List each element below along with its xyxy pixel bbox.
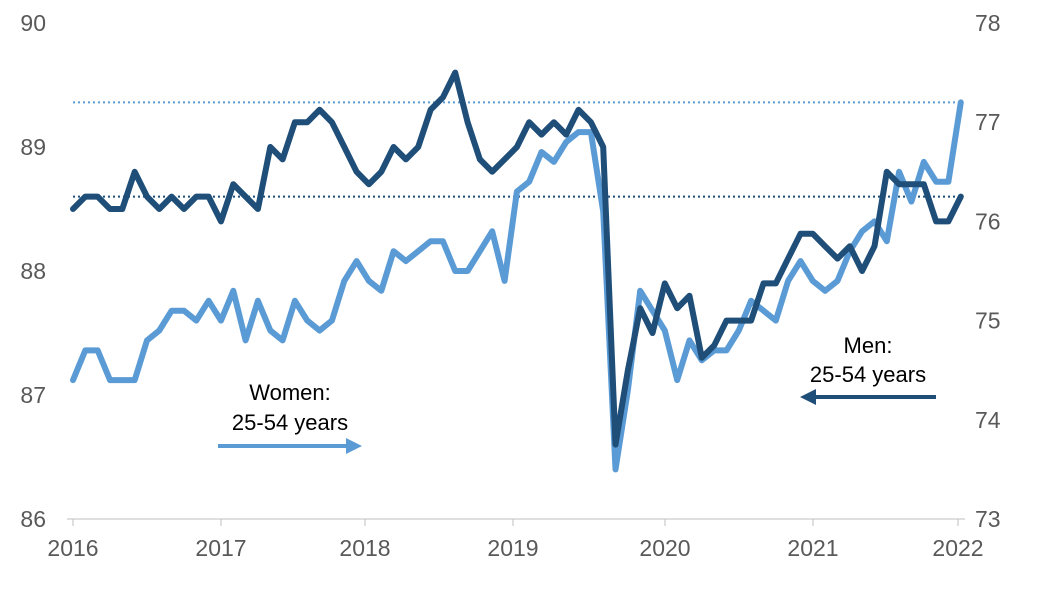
y-right-tick-label: 77 <box>975 109 1001 135</box>
men-annotation-label: 25-54 years <box>810 362 926 387</box>
x-axis: 2016 2017 2018 2019 2020 2021 2022 <box>47 518 984 561</box>
women-series-line <box>70 99 964 473</box>
y-left-tick-label: 90 <box>20 10 46 36</box>
y-left-tick-label: 88 <box>20 258 46 284</box>
women-annotation-label: Women: <box>249 380 331 405</box>
x-tick-label: 2019 <box>487 535 538 561</box>
y-right-tick-label: 78 <box>975 10 1001 36</box>
series-lines <box>70 69 964 473</box>
y-right-tick-label: 75 <box>975 308 1001 334</box>
y-right-tick-label: 73 <box>975 506 1001 532</box>
men-arrow-head <box>800 389 816 405</box>
y-left-tick-label: 89 <box>20 134 46 160</box>
women-arrow-head <box>346 438 362 454</box>
y-axis-left: 86 87 88 89 90 <box>20 10 46 532</box>
men-series-line <box>70 69 964 448</box>
x-tick-label: 2018 <box>339 535 390 561</box>
y-right-tick-label: 74 <box>975 407 1001 433</box>
y-left-tick-label: 86 <box>20 506 46 532</box>
x-tick-label: 2016 <box>47 535 98 561</box>
x-tick-label: 2017 <box>195 535 246 561</box>
x-tick-label: 2021 <box>787 535 838 561</box>
y-axis-right: 73 74 75 76 77 78 <box>975 10 1001 532</box>
x-tick-label: 2022 <box>932 535 983 561</box>
reference-lines <box>73 101 962 198</box>
annotations: Women: 25-54 years Men: 25-54 years <box>218 333 936 454</box>
y-right-tick-label: 76 <box>975 208 1001 234</box>
y-left-tick-label: 87 <box>20 382 46 408</box>
women-annotation-label: 25-54 years <box>232 410 348 435</box>
men-annotation-label: Men: <box>844 333 893 358</box>
x-tick-label: 2020 <box>639 535 690 561</box>
